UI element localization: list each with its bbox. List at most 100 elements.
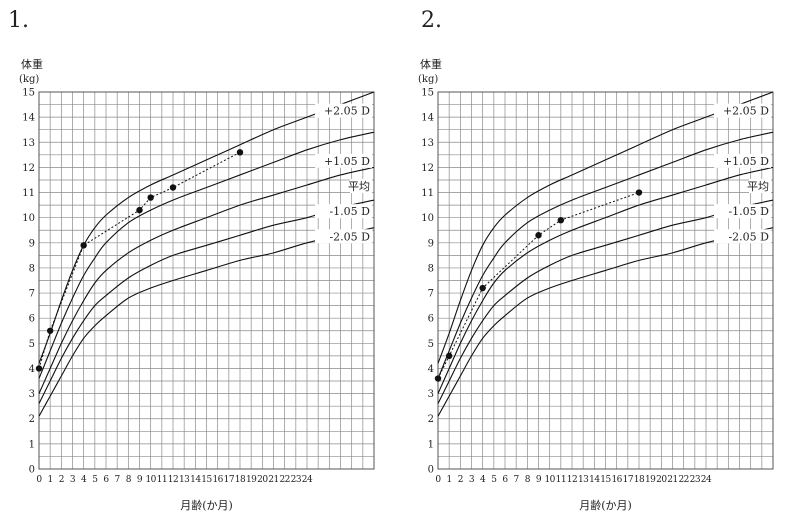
x-tick-label: 14 <box>190 475 201 485</box>
x-tick-label: 0 <box>435 475 441 485</box>
reference-curve <box>38 166 375 394</box>
measured-line <box>437 192 640 379</box>
curve-label-bg <box>714 229 771 244</box>
panel-number: 1. <box>8 8 29 33</box>
data-point <box>80 242 87 249</box>
reference-curve <box>38 199 375 404</box>
x-tick-label: 17 <box>623 475 634 485</box>
x-tick-label: 21 <box>268 475 278 485</box>
reference-curve <box>38 131 375 379</box>
y-axis-unit: (kg) <box>418 74 438 85</box>
curve-label-bg <box>315 229 372 244</box>
x-tick-label: 12 <box>168 475 178 485</box>
x-tick-label: 10 <box>145 475 156 485</box>
y-tick-label: 14 <box>421 113 434 124</box>
y-tick-label: 1 <box>428 439 434 450</box>
x-tick-label: 7 <box>514 475 520 485</box>
x-tick-label: 17 <box>224 475 235 485</box>
grid <box>437 91 774 470</box>
x-tick-label: 9 <box>137 475 143 485</box>
curve-label: +2.05 D <box>723 105 769 118</box>
curve-label-bg <box>714 153 771 168</box>
x-tick-label: 11 <box>157 475 167 485</box>
curve-label-bg <box>315 204 372 219</box>
curve-label-bg <box>350 179 372 194</box>
x-tick-label: 5 <box>92 475 98 485</box>
x-tick-label: 22 <box>279 475 289 485</box>
reference-curve <box>437 131 774 379</box>
y-tick-label: 11 <box>421 188 434 199</box>
curve-label-bg <box>714 204 771 219</box>
y-tick-label: 7 <box>428 289 434 300</box>
curve-label: -2.05 D <box>329 230 370 243</box>
x-tick-label: 21 <box>667 475 677 485</box>
curve-label-bg <box>749 179 771 194</box>
x-tick-label: 23 <box>690 475 701 485</box>
data-point <box>35 365 43 372</box>
y-tick-label: 4 <box>428 364 434 375</box>
curve-label: +1.05 D <box>723 155 769 168</box>
data-point <box>46 327 54 334</box>
data-point <box>147 194 154 201</box>
y-tick-label: 12 <box>421 163 434 174</box>
plot-frame <box>38 91 375 470</box>
reference-curve <box>437 199 774 404</box>
curve-label: +1.05 D <box>324 155 370 168</box>
x-tick-label: 23 <box>291 475 302 485</box>
x-tick-label: 8 <box>126 475 132 485</box>
x-tick-label: 15 <box>600 475 611 485</box>
x-tick-label: 6 <box>103 475 109 485</box>
y-tick-label: 2 <box>29 414 35 425</box>
x-tick-label: 0 <box>36 475 42 485</box>
grid <box>38 91 375 470</box>
x-tick-label: 4 <box>81 475 87 485</box>
data-point <box>445 352 453 360</box>
curve-label: 平均 <box>747 180 769 193</box>
y-tick-label: 0 <box>428 465 434 476</box>
reference-curve <box>38 91 375 364</box>
x-tick-label: 9 <box>536 475 542 485</box>
reference-curve <box>38 227 375 417</box>
y-tick-label: 13 <box>22 138 35 149</box>
reference-curve <box>437 227 774 417</box>
x-tick-label: 24 <box>701 475 712 485</box>
y-tick-label: 1 <box>29 439 35 450</box>
x-tick-label: 1 <box>447 475 452 485</box>
data-point <box>535 232 542 239</box>
y-tick-label: 15 <box>421 88 434 99</box>
data-point <box>557 216 565 224</box>
y-tick-label: 10 <box>421 213 434 224</box>
x-tick-label: 22 <box>678 475 688 485</box>
x-tick-label: 13 <box>179 475 190 485</box>
reference-curve <box>437 166 774 394</box>
x-tick-label: 3 <box>70 475 76 485</box>
x-tick-label: 24 <box>302 475 313 485</box>
y-tick-label: 8 <box>29 263 35 274</box>
y-tick-label: 9 <box>29 238 35 249</box>
y-tick-label: 9 <box>428 238 434 249</box>
x-tick-label: 11 <box>556 475 566 485</box>
curve-label: -2.05 D <box>728 230 769 243</box>
curve-label: 平均 <box>348 180 370 193</box>
y-tick-label: 8 <box>428 263 434 274</box>
data-point <box>479 284 486 292</box>
y-tick-label: 13 <box>421 138 434 149</box>
x-tick-label: 20 <box>656 475 667 485</box>
x-axis-label: 月齢(か月) <box>180 498 233 512</box>
x-tick-label: 14 <box>589 475 600 485</box>
data-point <box>434 375 442 382</box>
y-tick-label: 2 <box>428 414 434 425</box>
x-tick-label: 7 <box>115 475 121 485</box>
curve-label-bg <box>714 103 771 118</box>
x-tick-label: 16 <box>611 475 622 485</box>
x-tick-label: 16 <box>212 475 223 485</box>
y-axis-label: 体重 <box>420 57 442 71</box>
curve-label-bg <box>315 153 372 168</box>
x-tick-label: 6 <box>502 475 508 485</box>
x-tick-label: 2 <box>59 475 64 485</box>
data-point <box>169 184 177 191</box>
x-tick-label: 10 <box>544 475 555 485</box>
data-point <box>635 189 643 196</box>
growth-chart-panel-2: 2. 体重 (kg) 0 1 2 3 4 5 6 7 8 9 10 11 12 13 14 15 0 1 2 3 4 5 6 7 8… <box>399 0 798 527</box>
